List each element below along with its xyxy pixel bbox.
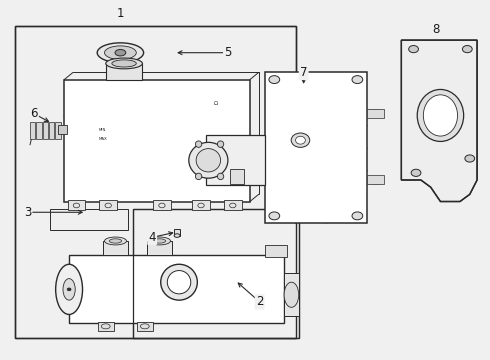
Ellipse shape <box>63 279 75 300</box>
Ellipse shape <box>109 239 122 243</box>
Text: 1: 1 <box>117 7 124 20</box>
Bar <box>49 209 128 230</box>
Bar <box>15 26 296 338</box>
Bar <box>133 209 299 338</box>
Text: 3: 3 <box>24 206 31 219</box>
Text: MIN: MIN <box>98 128 106 132</box>
Bar <box>367 175 384 184</box>
Ellipse shape <box>352 76 363 84</box>
Bar <box>69 255 284 323</box>
Ellipse shape <box>56 264 82 315</box>
Ellipse shape <box>196 141 202 147</box>
Bar <box>98 321 114 330</box>
Text: 5: 5 <box>224 46 232 59</box>
Ellipse shape <box>196 173 202 180</box>
Ellipse shape <box>115 49 126 56</box>
Bar <box>137 321 153 330</box>
Ellipse shape <box>153 239 166 243</box>
Ellipse shape <box>148 237 171 245</box>
Bar <box>55 122 61 139</box>
Text: 7: 7 <box>300 66 307 79</box>
Ellipse shape <box>67 288 71 291</box>
Bar <box>58 126 67 134</box>
Ellipse shape <box>465 155 475 162</box>
Text: 2: 2 <box>256 296 264 309</box>
Bar <box>133 209 299 338</box>
Ellipse shape <box>352 212 363 220</box>
Bar <box>43 122 48 139</box>
Ellipse shape <box>97 43 144 63</box>
Ellipse shape <box>161 264 197 300</box>
Ellipse shape <box>106 58 143 69</box>
Bar <box>265 244 287 257</box>
Bar <box>99 201 117 211</box>
Text: Ω: Ω <box>214 102 218 107</box>
Bar <box>36 122 42 139</box>
Bar <box>224 201 242 211</box>
Ellipse shape <box>269 76 280 84</box>
Ellipse shape <box>189 142 228 178</box>
Ellipse shape <box>295 136 305 144</box>
Text: MAX: MAX <box>98 137 107 141</box>
Bar <box>147 241 172 255</box>
Bar <box>230 169 244 184</box>
Bar <box>284 273 299 316</box>
Ellipse shape <box>423 95 458 136</box>
Bar <box>30 122 35 139</box>
Bar <box>174 229 180 235</box>
Ellipse shape <box>167 271 191 294</box>
Text: 4: 4 <box>148 231 156 244</box>
Ellipse shape <box>269 212 280 220</box>
Text: 6: 6 <box>30 107 38 120</box>
Ellipse shape <box>196 149 220 172</box>
Ellipse shape <box>409 45 418 53</box>
Ellipse shape <box>218 173 224 180</box>
Ellipse shape <box>174 234 180 237</box>
Bar <box>106 63 143 80</box>
Bar <box>153 201 171 211</box>
Bar <box>15 26 296 338</box>
Ellipse shape <box>112 60 136 67</box>
Ellipse shape <box>411 169 421 176</box>
Ellipse shape <box>104 237 126 245</box>
Bar <box>367 109 384 118</box>
Ellipse shape <box>284 282 299 307</box>
Text: 8: 8 <box>432 23 439 36</box>
Bar <box>103 241 128 255</box>
Ellipse shape <box>104 46 136 59</box>
Bar <box>68 201 85 211</box>
Ellipse shape <box>218 141 224 147</box>
Bar <box>64 80 250 202</box>
Bar <box>49 122 54 139</box>
Polygon shape <box>401 40 477 202</box>
Ellipse shape <box>291 133 310 147</box>
Ellipse shape <box>463 45 472 53</box>
Bar <box>265 72 367 223</box>
Bar <box>192 201 210 211</box>
Ellipse shape <box>417 89 464 141</box>
Bar <box>206 135 265 185</box>
